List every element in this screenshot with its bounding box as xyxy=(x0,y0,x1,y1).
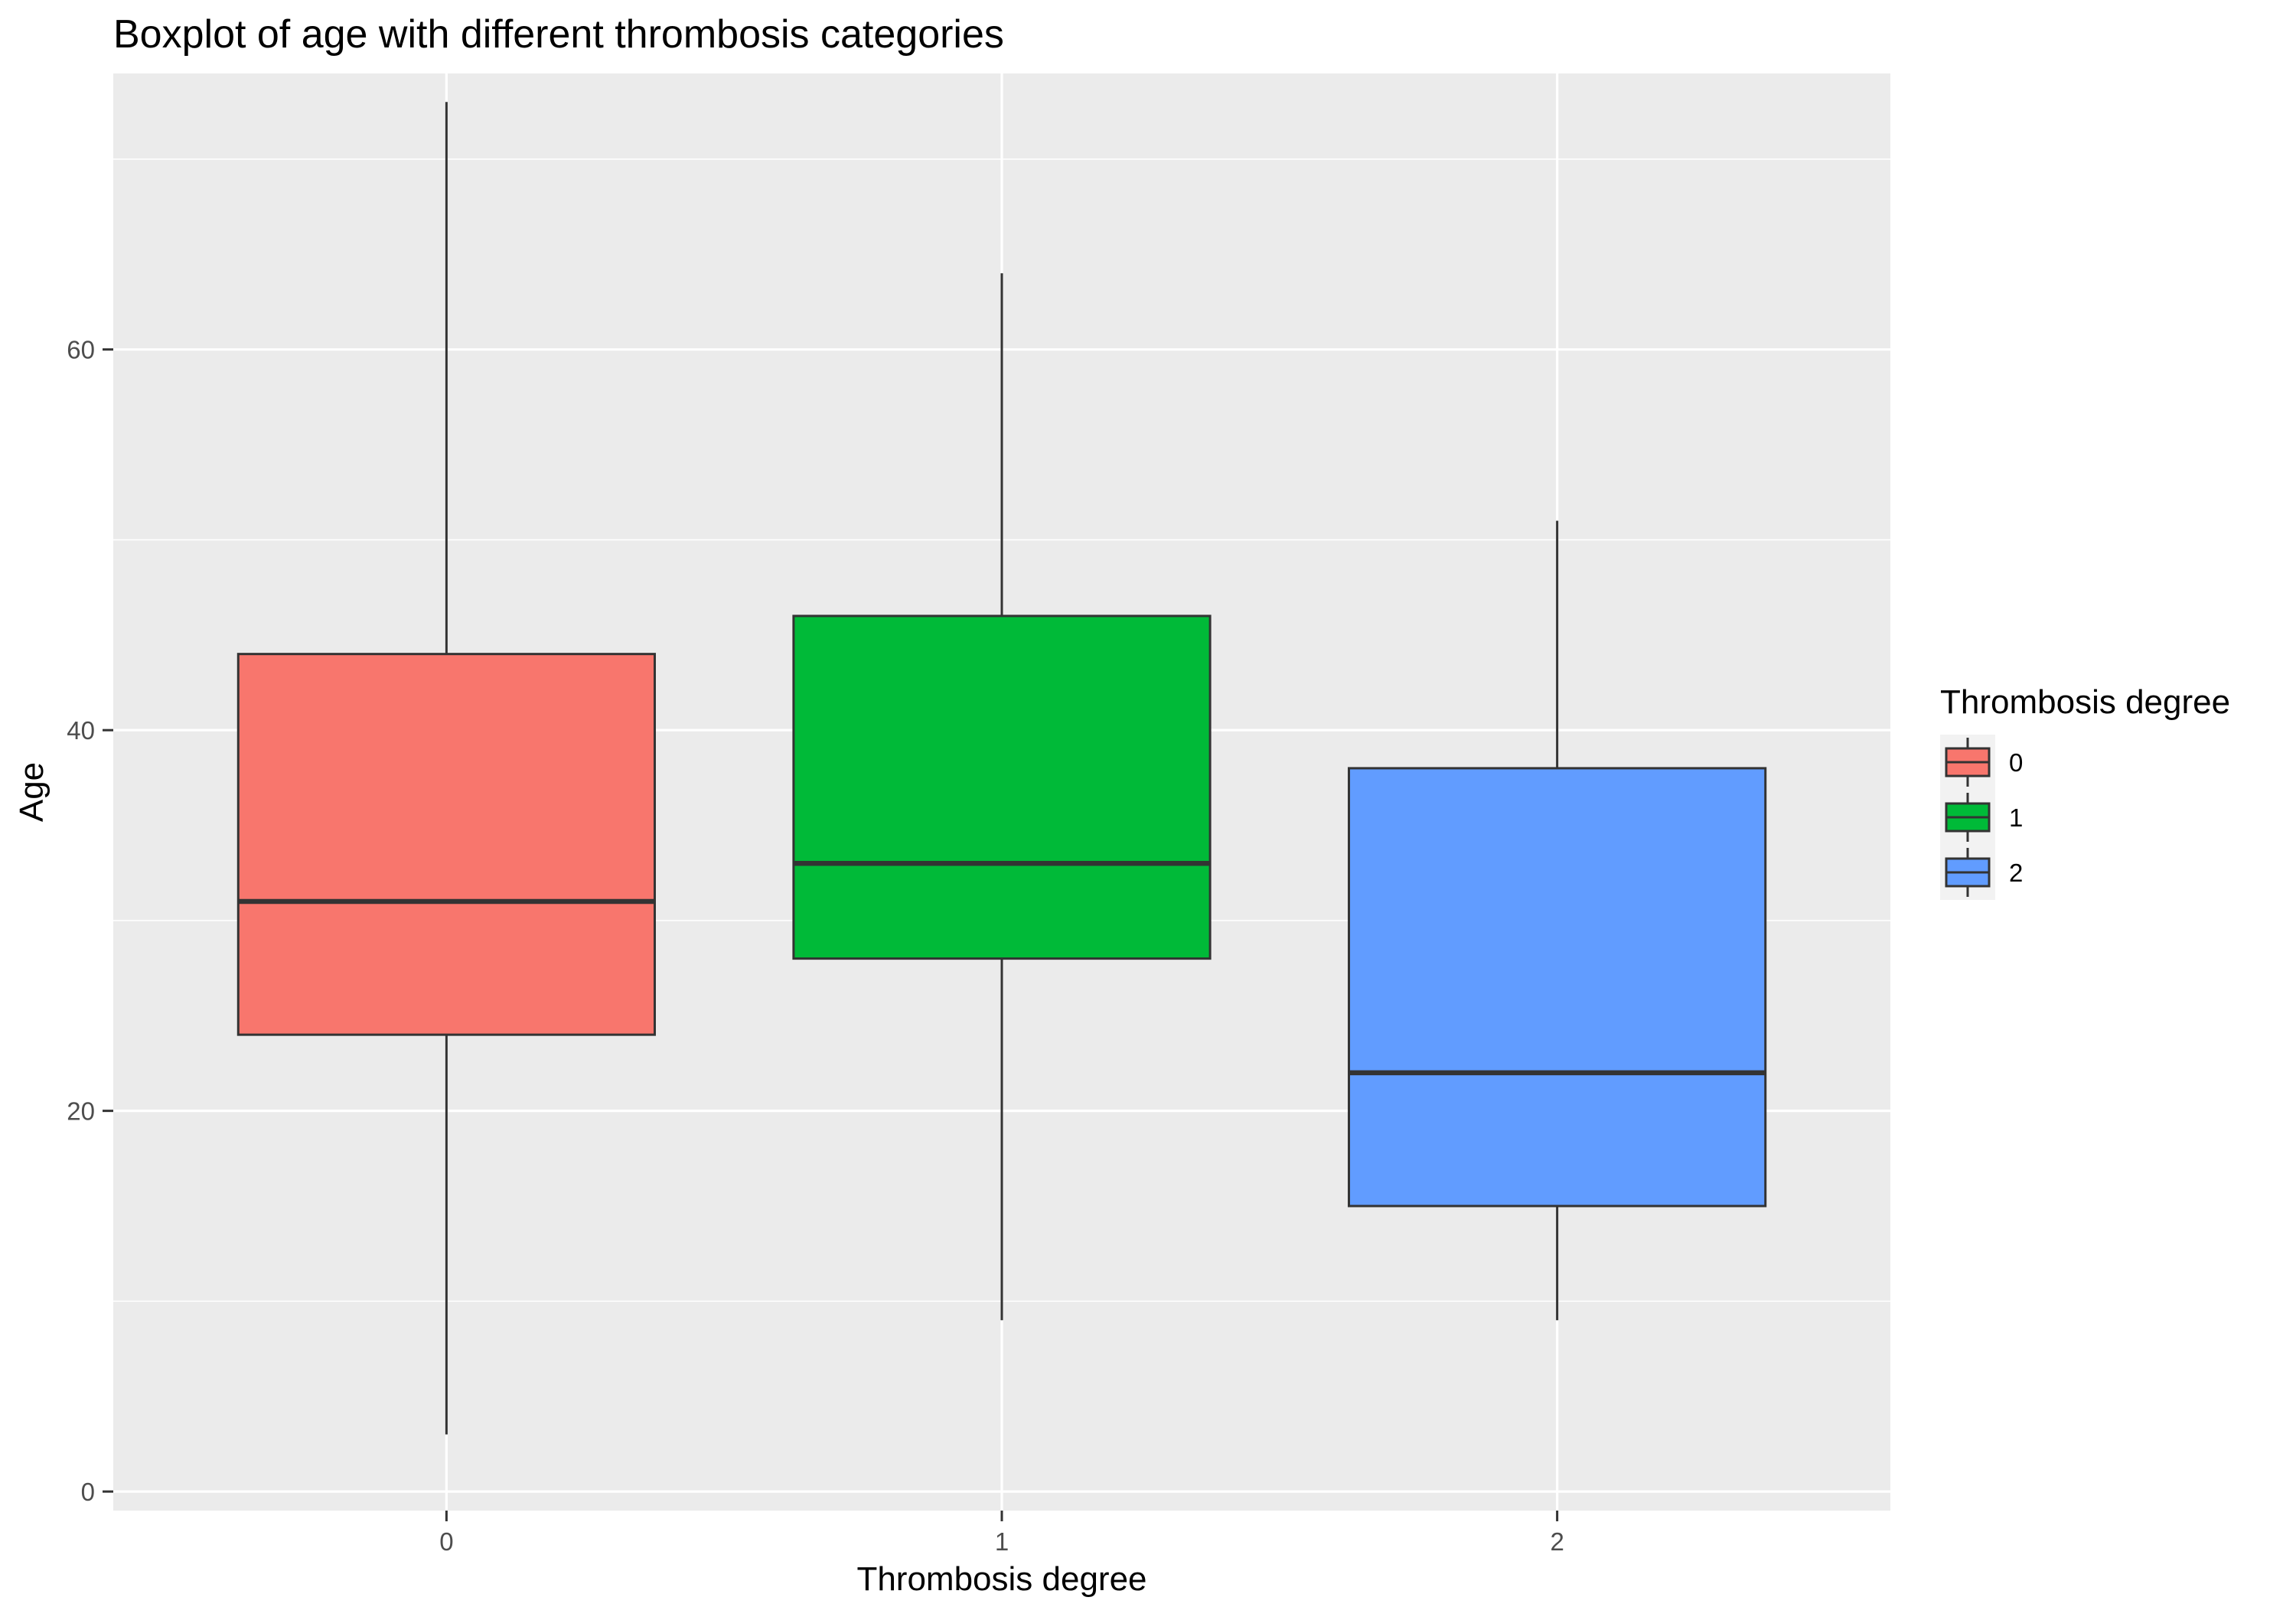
x-tick-label: 0 xyxy=(439,1527,453,1556)
boxplot-series xyxy=(236,102,1767,1435)
box-category-1 xyxy=(792,273,1212,1321)
y-axis-title: Age xyxy=(13,762,51,822)
legend-label: 0 xyxy=(2009,748,2023,777)
x-tick-label: 2 xyxy=(1550,1527,1564,1556)
legend-title: Thrombosis degree xyxy=(1940,683,2230,721)
y-tick-label: 60 xyxy=(67,336,95,364)
y-tick-label: 40 xyxy=(67,716,95,745)
box-category-0 xyxy=(236,102,656,1435)
legend-label: 2 xyxy=(2009,859,2023,887)
legend-item-1: 1 xyxy=(1940,790,2023,845)
box-category-2 xyxy=(1348,520,1767,1321)
x-tick-label: 1 xyxy=(995,1527,1009,1556)
legend: Thrombosis degree 0 1 2 xyxy=(1940,683,2230,900)
legend-item-0: 0 xyxy=(1940,735,2023,790)
box xyxy=(1348,767,1767,1208)
x-axis-title: Thrombosis degree xyxy=(856,1560,1146,1598)
box xyxy=(236,653,656,1036)
legend-label: 1 xyxy=(2009,804,2023,832)
box xyxy=(792,614,1212,960)
axes: 0 20 40 60 0 1 2 xyxy=(67,336,1564,1556)
y-tick-label: 0 xyxy=(81,1478,95,1506)
legend-item-2: 2 xyxy=(1940,845,2023,900)
chart-title: Boxplot of age with different thrombosis… xyxy=(113,12,1004,57)
y-tick-label: 20 xyxy=(67,1097,95,1126)
